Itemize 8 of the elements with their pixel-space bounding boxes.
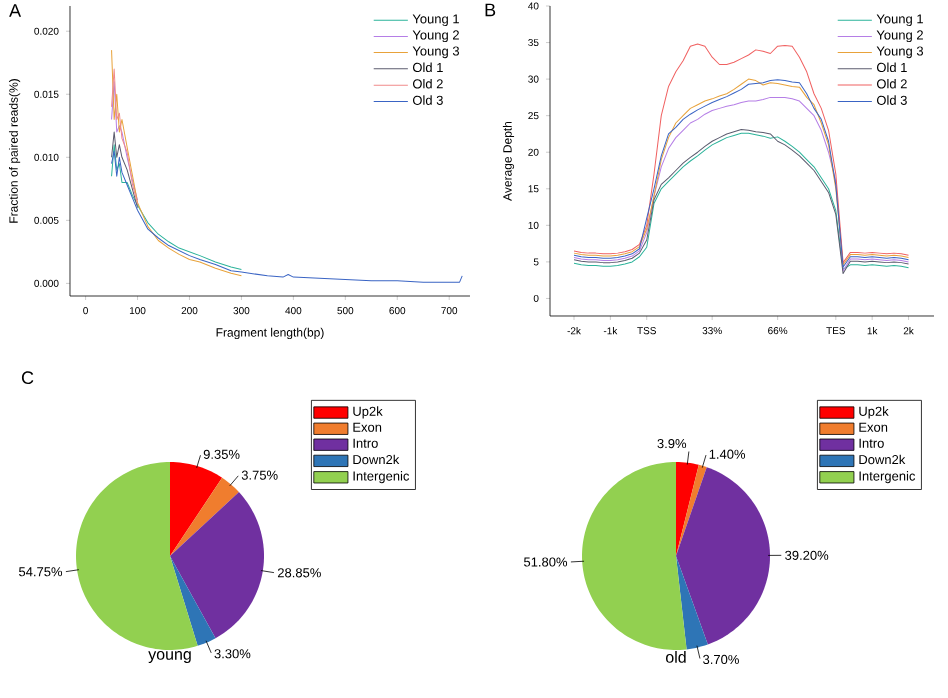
text: young <box>148 651 191 663</box>
text: old <box>665 651 686 663</box>
text: B <box>485 3 496 17</box>
line-series <box>573 43 910 264</box>
line-series <box>111 131 139 209</box>
line-series <box>111 49 242 277</box>
text: A <box>9 4 22 17</box>
text: C <box>21 371 34 385</box>
